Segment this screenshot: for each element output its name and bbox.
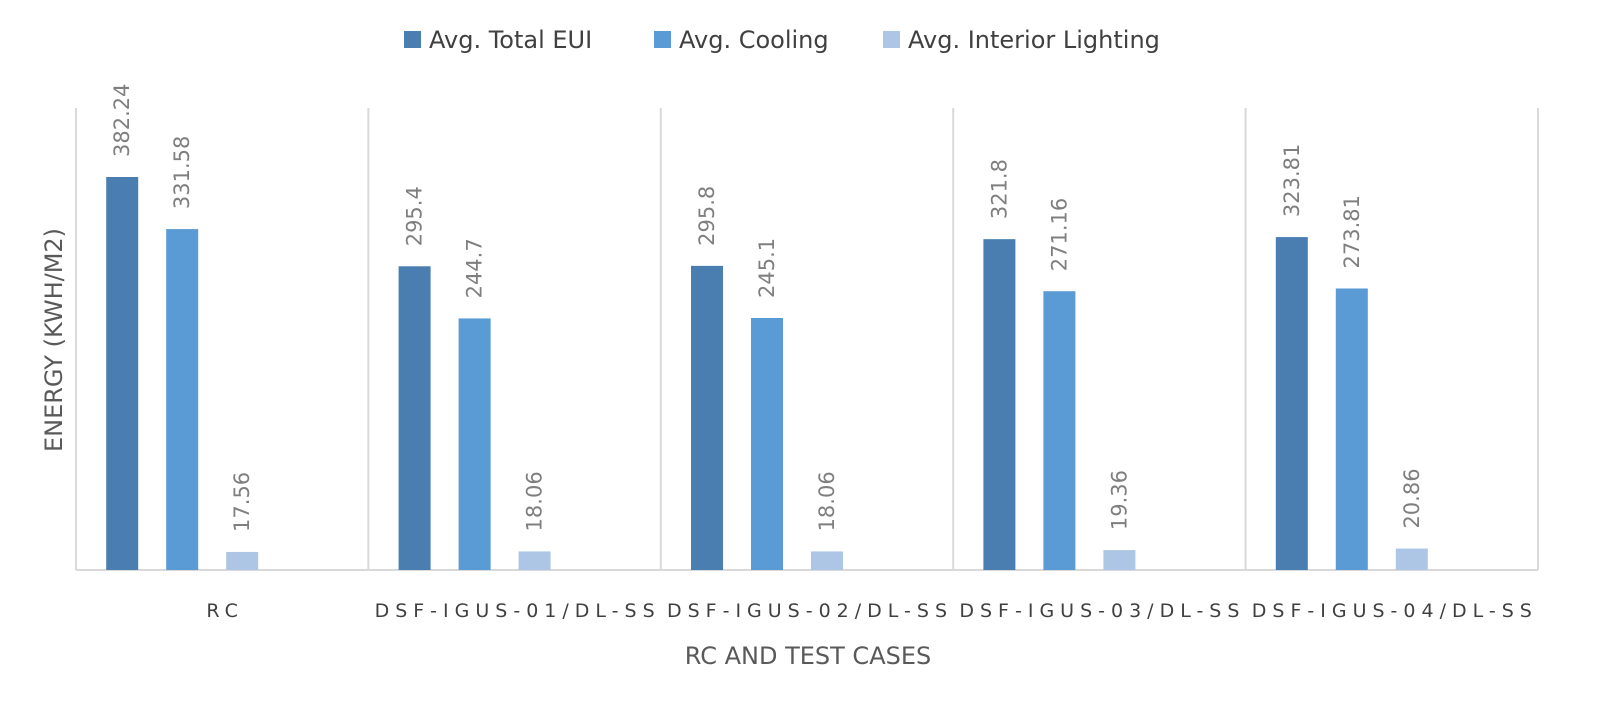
category-tick-label: DSF-IGUS-01/DL-SS — [375, 600, 661, 622]
bar — [1103, 550, 1136, 570]
bar — [166, 229, 199, 571]
legend-swatch — [654, 31, 671, 48]
legend-entry: Avg. Total EUI — [429, 26, 592, 54]
bar — [691, 265, 723, 570]
bar — [811, 551, 843, 570]
data-label: 17.56 — [230, 472, 254, 532]
bar — [983, 239, 1016, 571]
category-tick-label: DSF-IGUS-03/DL-SS — [959, 600, 1245, 622]
data-label: 245.1 — [755, 238, 779, 298]
legend-entry: Avg. Cooling — [679, 26, 829, 54]
data-label: 273.81 — [1340, 195, 1364, 268]
data-label: 20.86 — [1400, 468, 1424, 528]
data-label: 18.06 — [523, 471, 547, 531]
data-label: 321.8 — [987, 159, 1011, 219]
data-label: 331.58 — [170, 136, 194, 209]
value-labels: 382.24 331.58 17.56 295.4 244.7 18.06 295.8 245… — [110, 84, 1424, 532]
bar — [458, 318, 491, 570]
data-label: 271.16 — [1047, 198, 1071, 271]
category-tick-label: DSF-IGUS-02/DL-SS — [667, 600, 953, 622]
category-tick-label: RC — [206, 600, 244, 622]
bar — [398, 266, 431, 570]
bar — [226, 551, 259, 570]
bar — [751, 318, 783, 570]
category-tick-label: DSF-IGUS-04/DL-SS — [1252, 600, 1538, 622]
data-label: 18.06 — [815, 471, 839, 531]
data-label: 295.8 — [695, 186, 719, 246]
bar — [518, 551, 551, 570]
bar — [1335, 288, 1368, 570]
legend-swatch — [883, 31, 900, 48]
bar — [1395, 548, 1428, 570]
data-label: 19.36 — [1107, 470, 1131, 530]
bars — [106, 177, 1428, 571]
data-label: 244.7 — [463, 238, 487, 298]
y-axis-title: ENERGY (KWH/M2) — [40, 228, 68, 452]
legend-entry: Avg. Interior Lighting — [908, 26, 1160, 54]
category-labels: RC DSF-IGUS-01/DL-SS DSF-IGUS-02/DL-SS DSF-… — [206, 600, 1538, 622]
data-label: 323.81 — [1280, 144, 1304, 217]
bar — [106, 177, 139, 570]
bar — [1275, 237, 1308, 570]
legend: Avg. Total EUI Avg. Cooling Avg. Interior … — [404, 26, 1160, 54]
bar — [1043, 291, 1076, 570]
data-label: 382.24 — [110, 84, 134, 157]
x-axis-title: RC AND TEST CASES — [685, 642, 932, 670]
legend-swatch — [404, 31, 421, 48]
category-separators — [75, 108, 1539, 570]
data-label: 295.4 — [403, 186, 427, 246]
